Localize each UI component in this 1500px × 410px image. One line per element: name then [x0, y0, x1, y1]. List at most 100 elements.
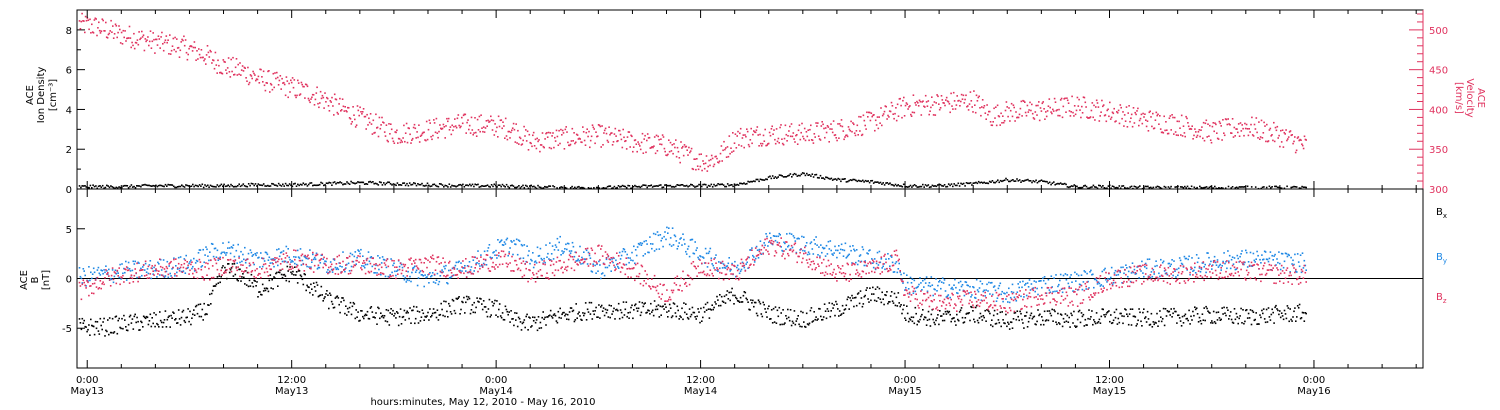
bx-point — [1034, 323, 1036, 325]
by-point — [1185, 257, 1188, 260]
density-point — [234, 185, 236, 188]
density-point — [1035, 179, 1037, 182]
velocity-point — [934, 114, 937, 116]
bx-point — [142, 326, 144, 328]
velocity-point — [404, 132, 407, 134]
density-point — [111, 186, 114, 188]
velocity-point — [221, 72, 224, 75]
bx-point — [220, 275, 222, 278]
bx-point — [971, 306, 973, 309]
density-point — [344, 183, 347, 185]
bx-point — [765, 311, 767, 313]
by-point — [293, 256, 295, 258]
field-tick-label: 5 — [66, 225, 72, 236]
velocity-point — [1130, 117, 1132, 119]
velocity-point — [1045, 111, 1047, 113]
by-point — [505, 238, 508, 241]
bx-point — [1005, 313, 1007, 316]
bx-point — [881, 291, 883, 294]
by-point — [502, 244, 505, 246]
velocity-point — [314, 98, 317, 101]
velocity-point — [337, 113, 339, 115]
bx-point — [1177, 314, 1180, 316]
density-point — [503, 185, 505, 187]
by-point — [653, 250, 656, 252]
bx-point — [872, 293, 875, 295]
velocity-point — [344, 106, 346, 108]
velocity-point — [318, 106, 320, 109]
velocity-point — [198, 53, 201, 56]
by-point — [361, 265, 363, 267]
bz-point — [136, 262, 138, 265]
density-point — [445, 185, 448, 187]
density-point — [857, 179, 860, 182]
bx-point — [895, 296, 898, 299]
bx-point — [531, 325, 533, 327]
velocity-point — [831, 131, 834, 134]
by-point — [549, 242, 551, 244]
velocity-point — [793, 138, 795, 140]
bx-point — [424, 315, 426, 318]
bx-point — [80, 328, 83, 331]
bx-point — [1072, 322, 1074, 324]
bx-point — [642, 305, 645, 308]
by-point — [714, 257, 716, 259]
bx-point — [1243, 322, 1245, 325]
by-point — [1260, 262, 1262, 264]
density-point — [507, 185, 509, 188]
velocity-point — [433, 122, 436, 124]
by-point — [1176, 268, 1178, 271]
bx-point — [668, 303, 671, 306]
velocity-point — [838, 123, 841, 125]
bx-point — [525, 315, 527, 318]
bx-point — [521, 322, 524, 325]
by-point — [984, 295, 986, 297]
velocity-point — [728, 135, 731, 137]
bx-point — [436, 309, 439, 311]
bx-point — [940, 315, 943, 317]
velocity-point — [462, 114, 465, 117]
by-point — [601, 272, 604, 274]
velocity-point — [461, 116, 463, 119]
velocity-point — [148, 40, 151, 43]
velocity-point — [719, 152, 722, 155]
velocity-point — [889, 110, 892, 113]
by-point — [286, 261, 289, 264]
by-point — [78, 267, 81, 269]
density-point — [192, 183, 194, 186]
by-point — [740, 268, 743, 271]
velocity-point — [864, 124, 866, 127]
by-point — [770, 237, 772, 239]
bx-point — [1192, 310, 1194, 313]
density-point — [530, 184, 532, 187]
density-point — [1293, 185, 1295, 188]
velocity-point — [878, 116, 880, 118]
velocity-point — [1036, 114, 1038, 116]
velocity-point — [1202, 137, 1204, 140]
density-point — [159, 184, 161, 187]
velocity-point — [1294, 151, 1297, 154]
bx-point — [1093, 319, 1095, 321]
bx-point — [327, 294, 329, 296]
velocity-point — [512, 122, 515, 125]
bx-point — [1035, 323, 1037, 326]
bx-point — [1158, 320, 1160, 323]
by-point — [118, 276, 120, 279]
by-point — [1146, 258, 1149, 261]
density-point — [235, 185, 238, 188]
bx-point — [1118, 321, 1121, 324]
bx-point — [130, 322, 133, 324]
velocity-point — [105, 36, 108, 38]
by-point — [1066, 274, 1069, 276]
by-point — [685, 250, 687, 253]
bx-point — [444, 315, 446, 318]
bx-point — [342, 297, 344, 299]
density-point — [189, 185, 191, 188]
bx-point — [311, 288, 313, 290]
density-point — [1175, 186, 1178, 188]
by-point — [363, 266, 366, 269]
bx-point — [1182, 322, 1185, 324]
density-point — [831, 179, 834, 181]
by-point — [833, 252, 835, 254]
bx-point — [938, 323, 940, 326]
